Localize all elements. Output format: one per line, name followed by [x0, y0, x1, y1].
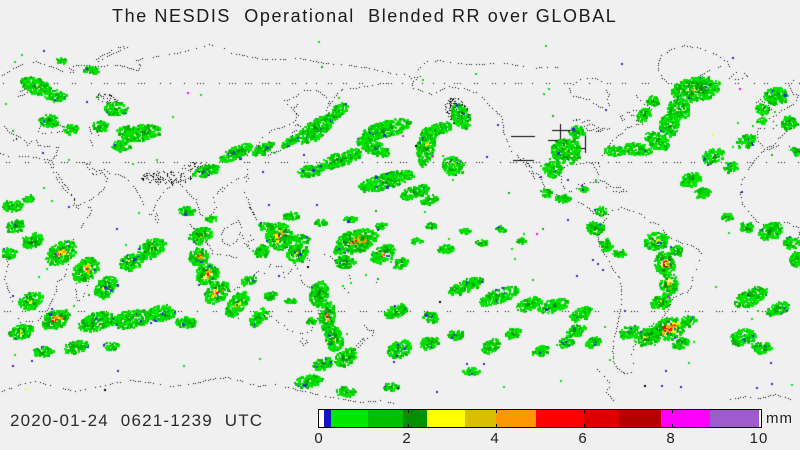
timestamp-label: 2020-01-24 0621-1239 UTC: [10, 411, 264, 430]
colorbar-tick: [584, 424, 585, 427]
colorbar-segment: [619, 410, 662, 427]
colorbar-tick-label: 2: [402, 430, 412, 447]
colorbar-segment: [402, 410, 428, 427]
colorbar-tick: [496, 410, 497, 413]
colorbar-tick-label: 8: [666, 430, 676, 447]
colorbar-tick-label: 4: [490, 430, 500, 447]
colorbar-segment: [495, 410, 536, 427]
colorbar-segment: [710, 410, 759, 427]
colorbar-segment: [319, 410, 325, 427]
colorbar-segment: [367, 410, 403, 427]
colorbar-unit-label: mm: [766, 410, 793, 427]
colorbar-tick: [408, 410, 409, 413]
colorbar-segment: [330, 410, 368, 427]
colorbar-tick: [496, 424, 497, 427]
colorbar-tick-label: 0: [314, 430, 324, 447]
colorbar-segment: [758, 410, 761, 427]
colorbar-tick: [672, 410, 673, 413]
colorbar-segment: [464, 410, 496, 427]
colorbar-tick: [408, 424, 409, 427]
colorbar-segment: [324, 410, 331, 427]
colorbar-tick: [672, 424, 673, 427]
colorbar-tick-label: 10: [749, 430, 769, 447]
colorbar-segment: [584, 410, 620, 427]
colorbar-segment: [661, 410, 711, 427]
colorbar-segment: [535, 410, 585, 427]
colorbar-segment: [427, 410, 465, 427]
colorbar-tick-label: 6: [578, 430, 588, 447]
colorbar-segments: [319, 410, 761, 427]
page-title: The NESDIS Operational Blended RR over G…: [112, 6, 618, 26]
colorbar: [318, 409, 762, 428]
colorbar-tick: [584, 410, 585, 413]
